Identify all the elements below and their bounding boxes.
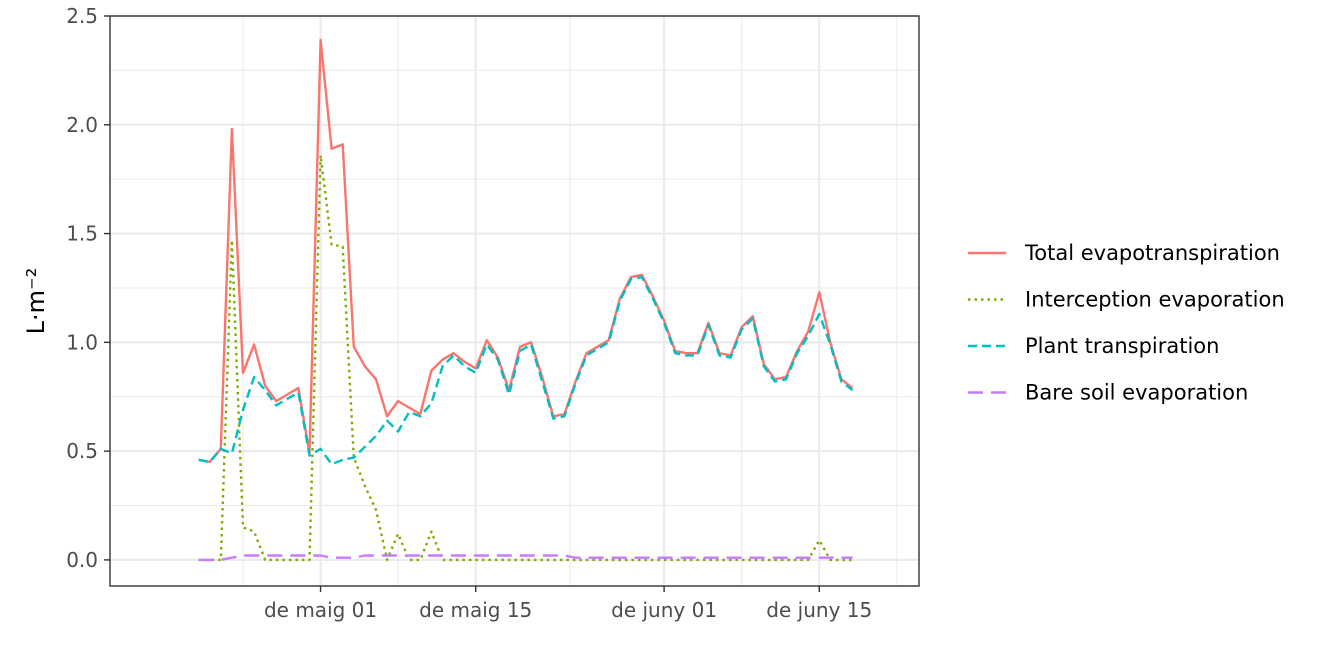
y-tick-label: 2.0	[66, 113, 98, 137]
series-lines	[198, 38, 854, 562]
panel-background	[110, 16, 919, 586]
x-tick-label: de maig 15	[419, 598, 532, 622]
legend-label-interception-evaporation: Interception evaporation	[1025, 288, 1285, 312]
y-tick-label: 1.5	[66, 222, 98, 246]
x-axis: de maig 01 de maig 15 de juny 01 de juny 15	[264, 586, 872, 622]
legend-label-total-evapotranspiration: Total evapotranspiration	[1024, 241, 1280, 265]
x-tick-label: de maig 01	[264, 598, 377, 622]
y-tick-label: 0.5	[66, 439, 98, 463]
plot-panel	[109, 14, 920, 587]
y-tick-label: 0.0	[66, 548, 98, 572]
x-tick-label: de juny 01	[611, 598, 717, 622]
series-line-plant-transpiration	[198, 275, 854, 466]
y-tick-label: 1.0	[66, 330, 98, 354]
y-axis: 0.0 0.5 1.0 1.5 2.0 2.5	[66, 4, 110, 572]
x-tick-label: de juny 15	[766, 598, 872, 622]
minor-gridlines	[110, 16, 919, 586]
legend-label-bare-soil-evaporation: Bare soil evaporation	[1025, 381, 1248, 405]
panel-border	[109, 15, 920, 587]
series-line-bare-soil-evaporation	[198, 554, 853, 562]
series-line-interception-evaporation	[198, 153, 853, 562]
y-tick-label: 2.5	[66, 4, 98, 28]
legend: Total evapotranspiration Interception eva…	[968, 241, 1285, 405]
y-axis-title: L·m⁻²	[22, 268, 50, 335]
legend-label-plant-transpiration: Plant transpiration	[1025, 334, 1219, 358]
